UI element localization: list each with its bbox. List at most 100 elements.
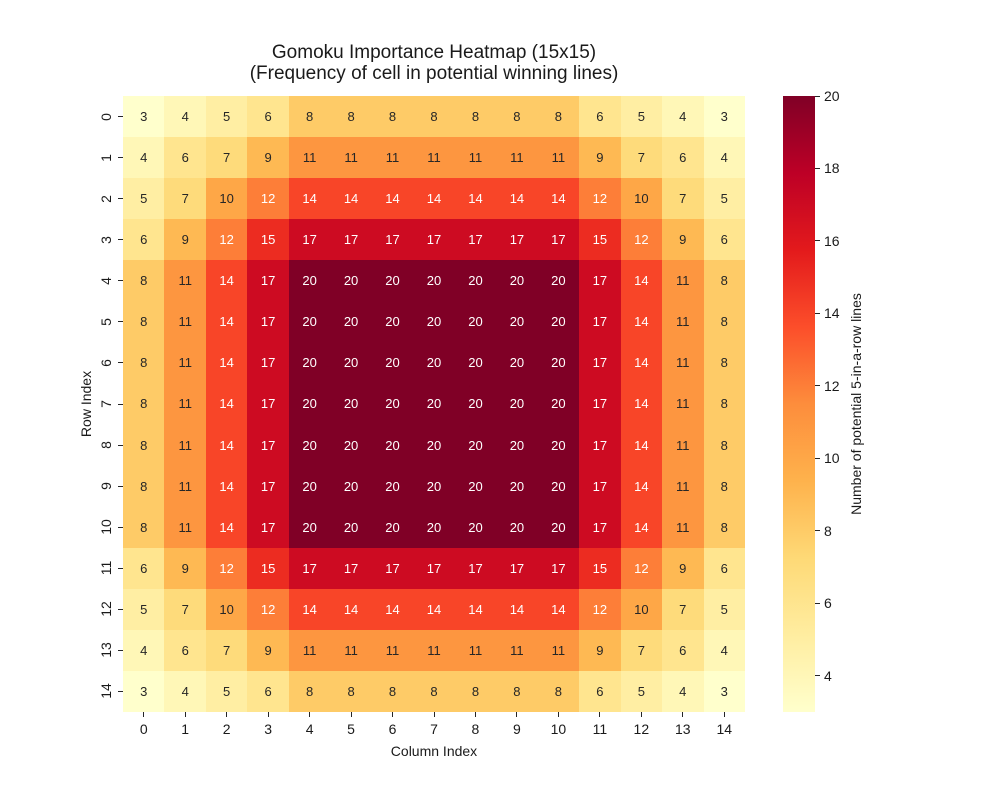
heatmap-cell-r4-c8: 20	[454, 260, 497, 302]
heatmap-cell-r5-c7: 20	[413, 301, 455, 343]
heatmap-cell-r1-c0: 4	[123, 137, 165, 179]
heatmap-cell-r14-c4: 8	[288, 670, 331, 712]
heatmap-cell-r3-c9: 17	[496, 219, 538, 261]
heatmap-cell-r12-c7: 14	[413, 588, 455, 630]
heatmap-cell-r7-c10: 20	[537, 383, 580, 425]
x-tick-label: 13	[675, 721, 691, 737]
y-tick-mark	[118, 198, 123, 200]
heatmap-cell-r0-c8: 8	[454, 96, 497, 138]
heatmap-cell-r8-c2: 14	[205, 424, 248, 466]
heatmap-cell-r9-c6: 20	[371, 465, 414, 507]
heatmap-cell-r6-c10: 20	[537, 342, 580, 384]
heatmap-cell-r12-c5: 14	[330, 588, 372, 630]
heatmap-cell-r9-c9: 20	[496, 465, 538, 507]
heatmap-cell-r7-c3: 17	[247, 383, 289, 425]
heatmap-cell-r11-c10: 17	[537, 547, 580, 589]
heatmap-cell-r2-c8: 14	[454, 178, 497, 220]
heatmap-cell-r0-c12: 5	[620, 96, 663, 138]
heatmap-cell-r11-c9: 17	[496, 547, 538, 589]
y-tick-label: 12	[98, 601, 114, 618]
y-tick-mark	[118, 485, 123, 487]
x-tick-label: 10	[550, 721, 567, 737]
heatmap-cell-r11-c13: 9	[662, 547, 704, 589]
heatmap-cell-r13-c11: 9	[579, 629, 621, 671]
heatmap-cell-r4-c13: 11	[662, 260, 704, 302]
colorbar-label: Number of potential 5-in-a-row lines	[848, 293, 864, 515]
heatmap-cell-r11-c0: 6	[123, 547, 165, 589]
x-tick-label: 14	[716, 721, 733, 737]
heatmap-cell-r6-c5: 20	[330, 342, 372, 384]
heatmap-cell-r0-c0: 3	[123, 96, 165, 138]
heatmap-cell-r13-c8: 11	[454, 629, 497, 671]
heatmap-cell-r4-c7: 20	[413, 260, 455, 302]
heatmap-cell-r1-c12: 7	[620, 137, 663, 179]
heatmap-cell-r7-c0: 8	[123, 383, 165, 425]
heatmap-cell-r3-c1: 9	[164, 219, 206, 261]
chart-title: Gomoku Importance Heatmap (15x15) (Frequ…	[123, 42, 745, 84]
heatmap-cell-r2-c10: 14	[537, 178, 580, 220]
colorbar-tick-mark	[815, 385, 820, 387]
heatmap-cell-r1-c8: 11	[454, 137, 497, 179]
heatmap-cell-r3-c4: 17	[288, 219, 331, 261]
x-tick-mark	[350, 712, 352, 717]
colorbar	[783, 96, 815, 712]
heatmap-cell-r11-c6: 17	[371, 547, 414, 589]
heatmap-cell-r13-c4: 11	[288, 629, 331, 671]
heatmap-cell-r5-c3: 17	[247, 301, 289, 343]
x-tick-mark	[267, 712, 269, 717]
heatmap-cell-r4-c14: 8	[703, 260, 745, 302]
heatmap-cell-r13-c9: 11	[496, 629, 538, 671]
heatmap-cell-r7-c9: 20	[496, 383, 538, 425]
heatmap-cell-r8-c7: 20	[413, 424, 455, 466]
x-tick-mark	[557, 712, 559, 717]
heatmap-cell-r2-c0: 5	[123, 178, 165, 220]
x-tick-label: 1	[181, 721, 190, 737]
heatmap-cell-r8-c1: 11	[164, 424, 206, 466]
heatmap-cell-r13-c10: 11	[537, 629, 580, 671]
heatmap-cell-r8-c0: 8	[123, 424, 165, 466]
heatmap-cell-r10-c14: 8	[703, 506, 745, 548]
heatmap-cell-r8-c14: 8	[703, 424, 745, 466]
heatmap-cell-r2-c4: 14	[288, 178, 331, 220]
heatmap-cell-r12-c11: 12	[579, 588, 621, 630]
heatmap-cell-r9-c12: 14	[620, 465, 663, 507]
heatmap-cell-r1-c6: 11	[371, 137, 414, 179]
heatmap-cell-r6-c12: 14	[620, 342, 663, 384]
colorbar-tick-label: 8	[824, 522, 832, 539]
heatmap-cell-r5-c2: 14	[205, 301, 248, 343]
heatmap-cell-r11-c8: 17	[454, 547, 497, 589]
chart-title-line1: Gomoku Importance Heatmap (15x15)	[271, 42, 597, 63]
heatmap-cell-r12-c14: 5	[703, 588, 745, 630]
colorbar-tick-mark	[815, 530, 820, 532]
heatmap-cell-r1-c10: 11	[537, 137, 580, 179]
y-tick-label: 6	[98, 359, 114, 367]
colorbar-tick-label: 16	[824, 232, 840, 249]
heatmap-cell-r2-c1: 7	[164, 178, 206, 220]
heatmap-cell-r4-c11: 17	[579, 260, 621, 302]
heatmap-cell-r2-c11: 12	[579, 178, 621, 220]
heatmap-cell-r9-c4: 20	[288, 465, 331, 507]
y-axis-label: Row Index	[78, 370, 94, 438]
heatmap-cell-r7-c11: 17	[579, 383, 621, 425]
heatmap-cell-r0-c9: 8	[496, 96, 538, 138]
heatmap-cell-r9-c0: 8	[123, 465, 165, 507]
x-tick-label: 11	[592, 721, 608, 737]
heatmap-cell-r13-c6: 11	[371, 629, 414, 671]
y-tick-label: 14	[98, 683, 114, 700]
heatmap-cell-r9-c7: 20	[413, 465, 455, 507]
y-tick-label: 11	[98, 560, 114, 576]
heatmap-cell-r10-c7: 20	[413, 506, 455, 548]
heatmap-cell-r2-c13: 7	[662, 178, 704, 220]
heatmap-cell-r0-c5: 8	[330, 96, 372, 138]
heatmap-cell-r5-c12: 14	[620, 301, 663, 343]
y-tick-label: 13	[98, 642, 114, 659]
heatmap-cell-r6-c2: 14	[205, 342, 248, 384]
colorbar-tick-label: 14	[824, 305, 840, 322]
x-tick-mark	[433, 712, 435, 717]
heatmap-cell-r6-c8: 20	[454, 342, 497, 384]
heatmap-cell-r13-c1: 6	[164, 629, 206, 671]
heatmap-cell-r14-c10: 8	[537, 670, 580, 712]
heatmap-cell-r6-c13: 11	[662, 342, 704, 384]
heatmap-cell-r6-c0: 8	[123, 342, 165, 384]
heatmap-grid: 3 4 5 6 8 8 8 8 8 8 8 6 5 4 3 4 6 7 9 11 11 11 11 11 11 11 9 7 6 4 5 7 1…	[123, 96, 745, 712]
